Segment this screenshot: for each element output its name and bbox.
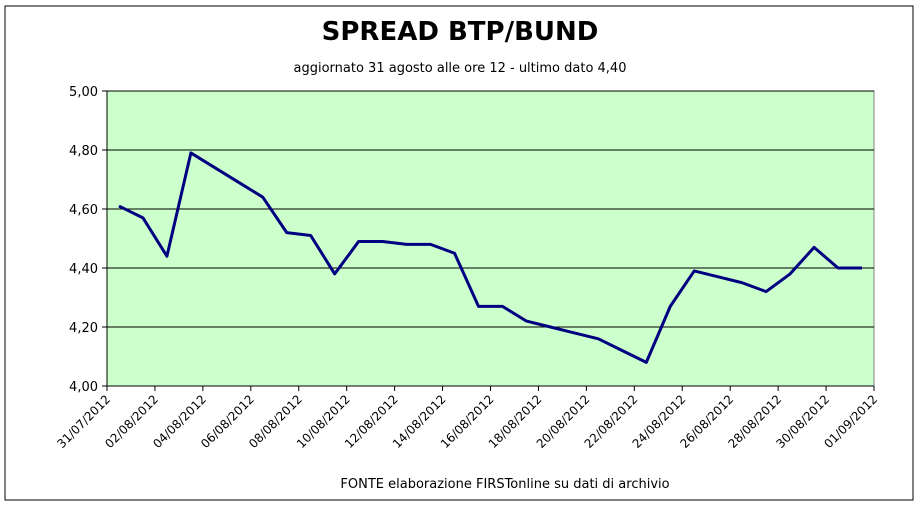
series-line xyxy=(118,151,863,364)
y-tick-label: 4,00 xyxy=(69,380,98,395)
y-tick-label: 4,20 xyxy=(69,321,98,336)
chart-footer: FONTE elaborazione FIRSTonline su dati d… xyxy=(340,477,669,492)
y-tick-label: 5,00 xyxy=(69,85,98,100)
y-tick-label: 4,80 xyxy=(69,144,98,159)
chart-title: SPREAD BTP/BUND xyxy=(322,17,599,47)
chart-subtitle: aggiornato 31 agosto alle ore 12 - ultim… xyxy=(294,61,627,76)
plot-area xyxy=(106,90,875,387)
y-tick-label: 4,60 xyxy=(69,203,98,218)
y-tick-label: 4,40 xyxy=(69,262,98,277)
